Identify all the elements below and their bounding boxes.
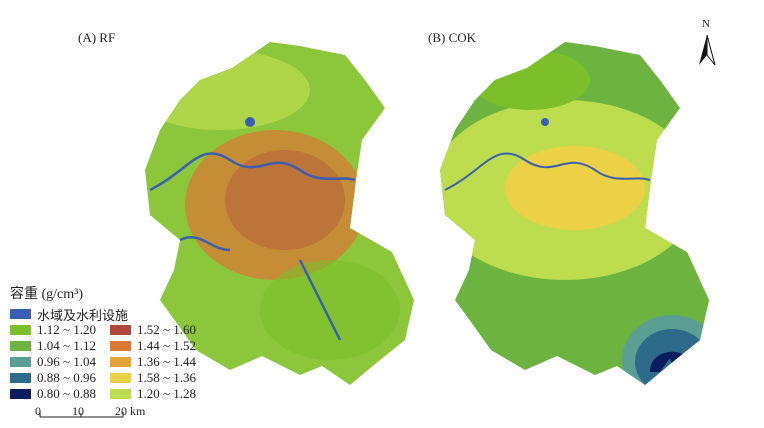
rf-high-zone: [185, 130, 365, 280]
legend-item: 1.52 ~ 1.60: [110, 322, 210, 338]
legend-label: 0.88 ~ 0.96: [37, 370, 97, 385]
legend-label: 1.20 ~ 1.28: [137, 386, 197, 401]
legend-item: 0.96 ~ 1.04: [10, 354, 110, 370]
legend-swatch: [10, 389, 31, 399]
panel-b-title: (B) COK: [428, 30, 477, 45]
legend-item: 1.44 ~ 1.52: [110, 338, 210, 354]
legend-label: 1.12 ~ 1.20: [37, 322, 97, 337]
cok-yellow-zone: [505, 146, 645, 230]
legend-item: 1.04 ~ 1.12: [10, 338, 110, 354]
legend-left-column: 1.12 ~ 1.20 1.04 ~ 1.12 0.96 ~ 1.04 0.88 ~ …: [10, 322, 110, 402]
legend-swatch: [110, 341, 131, 351]
rf-peak-zone: [225, 150, 345, 250]
map-rf: [145, 42, 414, 385]
cok-river: [444, 152, 651, 191]
rf-reservoir: [245, 117, 255, 127]
legend-item: 1.58 ~ 1.36: [110, 370, 210, 386]
legend: 容重 (g/cm³) 水域及水利设施 1.12 ~ 1.20 1.04 ~ 1.1…: [10, 283, 210, 402]
legend-label: 1.36 ~ 1.44: [137, 354, 197, 369]
scale-tick: 0: [35, 404, 41, 418]
map-cok: [440, 42, 709, 385]
legend-swatch: [110, 373, 131, 383]
legend-swatch: [10, 357, 31, 367]
north-label: N: [702, 18, 710, 30]
legend-item: 0.88 ~ 0.96: [10, 370, 110, 386]
rf-river: [149, 152, 356, 341]
legend-item: 1.36 ~ 1.44: [110, 354, 210, 370]
legend-right-column: 1.52 ~ 1.60 1.44 ~ 1.52 1.36 ~ 1.44 1.58 ~ …: [110, 322, 210, 402]
legend-label: 0.80 ~ 0.88: [37, 386, 97, 401]
scale-tick: 10: [72, 404, 84, 418]
legend-label: 1.04 ~ 1.12: [37, 338, 97, 353]
legend-swatch: [10, 341, 31, 351]
legend-title: 容重 (g/cm³): [10, 287, 84, 302]
north-arrow-icon: [699, 34, 716, 66]
scale-bar-line: [39, 412, 124, 418]
legend-label: 水域及水利设施: [37, 307, 129, 323]
legend-item: 1.12 ~ 1.20: [10, 322, 110, 338]
legend-swatch: [10, 309, 31, 319]
rf-south-zone: [260, 260, 400, 360]
legend-swatch: [110, 357, 131, 367]
legend-label: 1.58 ~ 1.36: [137, 370, 197, 385]
legend-label: 0.96 ~ 1.04: [37, 354, 97, 369]
legend-label: 1.44 ~ 1.52: [137, 338, 197, 353]
cok-reservoir: [541, 118, 549, 126]
panel-a-title: (A) RF: [78, 30, 116, 45]
legend-item-water: 水域及水利设施: [10, 306, 210, 323]
legend-item: 0.80 ~ 0.88: [10, 386, 110, 402]
legend-swatch: [110, 389, 131, 399]
legend-swatch: [110, 325, 131, 335]
legend-swatch: [10, 325, 31, 335]
cok-north-zone: [470, 50, 590, 110]
legend-label: 1.52 ~ 1.60: [137, 322, 197, 337]
legend-swatch: [10, 373, 31, 383]
rf-light-zone: [145, 50, 310, 130]
scale-tick: 20 km: [115, 404, 146, 418]
legend-item: 1.20 ~ 1.28: [110, 386, 210, 402]
